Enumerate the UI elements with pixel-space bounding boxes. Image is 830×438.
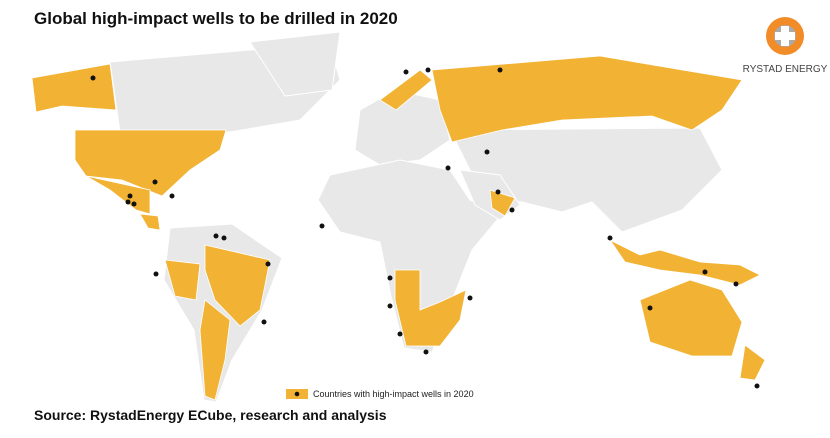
well (169, 193, 175, 199)
norway (379, 69, 433, 111)
well (495, 189, 501, 195)
well (397, 331, 403, 337)
well (484, 149, 490, 155)
legend: Countries with high-impact wells in 2020 (286, 389, 474, 399)
usa (74, 129, 227, 197)
well (423, 349, 429, 355)
well (152, 179, 158, 185)
argentina (199, 299, 231, 401)
well (387, 275, 393, 281)
logo: RYSTAD ENERGY (743, 17, 828, 75)
indonesia-png (608, 238, 761, 286)
highlighted-countries (31, 55, 766, 401)
australia (639, 279, 743, 357)
new-zealand (739, 344, 766, 381)
well (467, 295, 473, 301)
well-dots (90, 67, 760, 389)
russia (431, 55, 743, 143)
well (702, 269, 708, 275)
southern-africa (394, 269, 467, 347)
brazil (204, 244, 271, 327)
well (319, 223, 325, 229)
central-america (139, 213, 161, 231)
well (125, 199, 131, 205)
logo-text: RYSTAD ENERGY (743, 64, 828, 75)
well (261, 319, 267, 325)
well (153, 271, 159, 277)
legend-dot (294, 391, 300, 397)
well (445, 165, 451, 171)
alaska (31, 63, 117, 113)
well (403, 69, 409, 75)
well (509, 207, 515, 213)
well (425, 67, 431, 73)
well (733, 281, 739, 287)
well (265, 261, 271, 267)
well (647, 305, 653, 311)
well (127, 193, 133, 199)
well (213, 233, 219, 239)
well (607, 235, 613, 241)
well (754, 383, 760, 389)
greenland (249, 31, 341, 97)
well (221, 235, 227, 241)
well (90, 75, 96, 81)
well (497, 67, 503, 73)
legend-label: Countries with high-impact wells in 2020 (313, 389, 474, 399)
source: Source: RystadEnergy ECube, research and… (34, 407, 387, 423)
well (387, 303, 393, 309)
oman (489, 189, 516, 217)
title: Global high-impact wells to be drilled i… (34, 9, 398, 28)
logo-cross (775, 32, 795, 40)
well (131, 201, 137, 207)
peru (164, 259, 201, 301)
